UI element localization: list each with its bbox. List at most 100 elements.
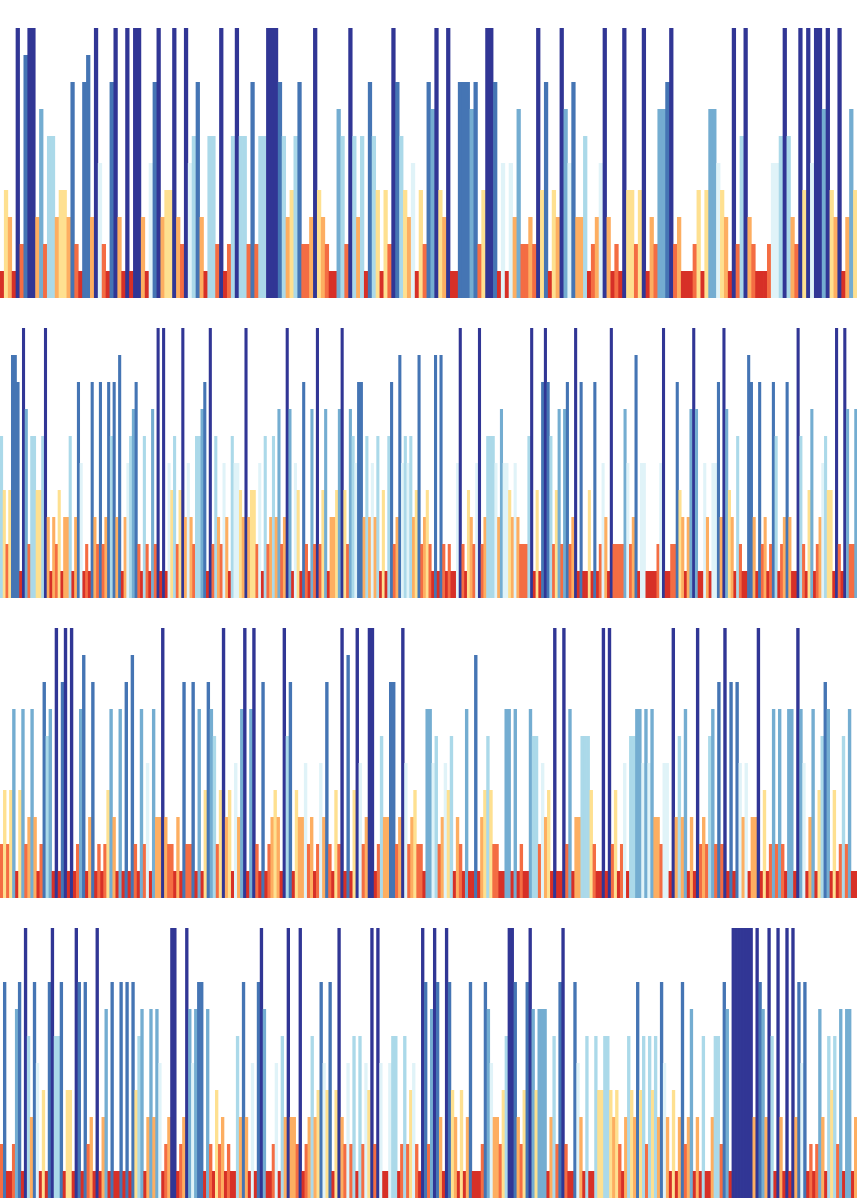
row-4-bar (319, 982, 323, 1198)
row-3-bar (829, 871, 834, 898)
row-2-bar (5, 544, 9, 598)
row-1-bar (579, 217, 584, 298)
row-3-bar (48, 709, 53, 898)
row-3-bar (477, 871, 481, 898)
row-3-bar (197, 709, 201, 898)
row-3-bar (142, 844, 147, 898)
row-3-bar (796, 628, 800, 898)
row-3-bar (416, 844, 420, 898)
row-2-bar (807, 490, 811, 598)
row-3-bar (756, 628, 761, 898)
row-2-bar (675, 382, 679, 598)
row-1-bar (121, 271, 126, 298)
row-2-bar (184, 517, 188, 598)
row-3-bar (303, 763, 308, 898)
row-3-bar (659, 844, 663, 898)
row-1-bar (770, 163, 776, 298)
row-4-bar (821, 1117, 825, 1198)
row-2-bar (469, 517, 473, 598)
row-2-bar (307, 571, 311, 598)
row-2-bar (480, 544, 484, 598)
row-3-bar (376, 844, 381, 898)
row-2-bar (403, 436, 407, 598)
row-4-bar (29, 1117, 34, 1198)
row-4-bar (656, 1117, 661, 1198)
row-4-bar (552, 1036, 556, 1198)
row-2-bar (186, 463, 190, 598)
row-4-bar (310, 1036, 314, 1198)
row-4-bar (146, 1117, 150, 1198)
row-3-bar (154, 817, 159, 898)
row-1-bar (442, 217, 447, 298)
row-4-bar (427, 1144, 431, 1198)
row-2-bar (0, 436, 4, 598)
row-2-bar (579, 382, 583, 598)
row-3-bar (367, 628, 372, 898)
row-2-bar (387, 436, 391, 598)
row-1-bar (508, 163, 513, 298)
row-1-bar (434, 28, 439, 298)
row-2-bar (57, 490, 61, 598)
row-2-bar (274, 517, 278, 598)
row-2-bar (730, 517, 734, 598)
row-4-bar (495, 1117, 500, 1198)
row-4-bar (653, 1036, 658, 1198)
row-2-bar (436, 571, 440, 598)
row-3-bar (188, 844, 192, 898)
row-1-bar (301, 244, 306, 298)
row-2-bar (115, 517, 119, 598)
row-4-bar (265, 1171, 270, 1198)
row-3-bar (79, 709, 83, 898)
row-1-bar (653, 244, 658, 298)
row-1-bar (305, 244, 310, 298)
row-2-bar (840, 571, 844, 598)
row-2-bar (260, 571, 265, 598)
row-4-bar (370, 928, 374, 1198)
row-4-bar (441, 1171, 446, 1198)
row-2-bar (631, 517, 635, 598)
row-4-bar (618, 1144, 622, 1198)
row-4-bar (164, 1144, 168, 1198)
row-3-bar (537, 844, 542, 898)
row-1-bar (164, 190, 169, 298)
row-3-bar (255, 844, 259, 898)
row-4-group (0, 928, 857, 1198)
row-1-bar (798, 28, 803, 298)
row-2-bar (749, 382, 753, 598)
row-2-bar (527, 436, 531, 598)
row-1-bar (594, 217, 600, 298)
row-3-bar (738, 763, 742, 898)
row-4-bar (758, 982, 762, 1198)
row-3-bar (230, 871, 235, 898)
row-1-bar (630, 190, 635, 298)
row-4-bar (707, 1171, 712, 1198)
row-2-bar (645, 571, 649, 598)
row-1-bar (309, 217, 314, 298)
row-2-bar (43, 328, 48, 598)
row-2-bar (206, 571, 210, 598)
row-4-bar (767, 928, 771, 1198)
row-3-bar (820, 736, 824, 898)
row-2-bar (488, 436, 493, 598)
row-3-bar (495, 844, 499, 898)
row-2-bar (598, 544, 602, 598)
row-3-bar (528, 709, 533, 898)
row-2-bar (137, 544, 141, 598)
row-3-bar (589, 790, 593, 898)
row-2-bar (120, 571, 124, 598)
row-1-bar (86, 55, 91, 298)
row-4-bar (692, 1171, 697, 1198)
row-2-bar (642, 463, 646, 598)
row-4-bar (827, 1036, 831, 1198)
row-1-bar (230, 136, 236, 298)
row-1-bar (215, 244, 220, 298)
row-3-bar (337, 844, 341, 898)
row-3-bar (124, 682, 128, 898)
row-4-bar (209, 1144, 213, 1198)
row-4-bar (830, 1090, 834, 1198)
row-2-bar (310, 409, 314, 598)
row-2-bar (27, 544, 31, 598)
row-2-bar (233, 463, 237, 598)
row-2-bar (87, 571, 91, 598)
row-2-bar (376, 436, 380, 598)
